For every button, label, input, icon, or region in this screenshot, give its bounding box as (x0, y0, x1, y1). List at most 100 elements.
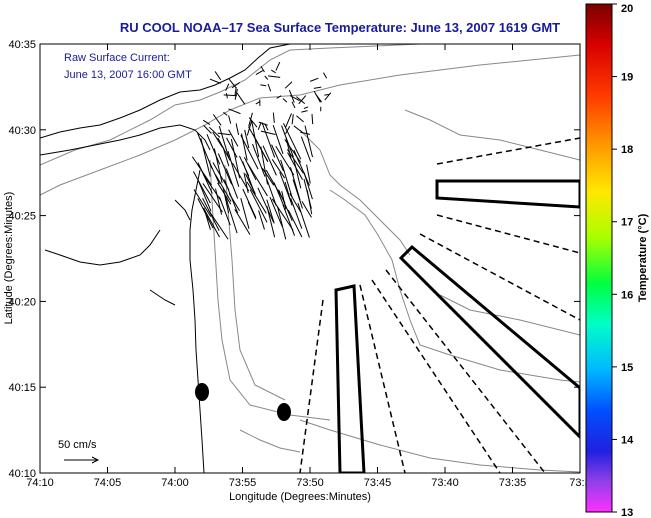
current-vector (234, 209, 251, 235)
current-vector (228, 78, 237, 89)
current-vector (281, 125, 294, 158)
inset-line1: Raw Surface Current: (64, 52, 170, 64)
current-vector (235, 123, 240, 136)
current-vector (297, 202, 310, 238)
plot-frame (39, 43, 581, 474)
station-marker (195, 383, 209, 401)
current-vector (247, 163, 268, 197)
current-vector (228, 129, 239, 147)
current-vector (301, 201, 312, 218)
current-vector (223, 111, 228, 116)
current-vector (240, 135, 259, 170)
current-vector (200, 138, 211, 177)
y-tick-label: 40:20 (8, 296, 36, 308)
current-vector (271, 198, 294, 231)
current-vector (291, 114, 294, 125)
current-vector (258, 210, 265, 230)
x-tick-label: 74:00 (161, 477, 189, 489)
current-vector (271, 144, 284, 172)
current-vector (282, 204, 296, 236)
station-marker (277, 403, 291, 421)
current-vector (303, 106, 309, 109)
current-vector (214, 71, 222, 81)
colorbar-ticks: 20 19 18 17 16 15 14 13 (612, 3, 634, 518)
current-vector (225, 83, 230, 91)
y-axis-label: Latitude (Degrees:Minutes) (3, 192, 15, 325)
current-vectors (191, 61, 332, 240)
current-vector (304, 125, 313, 158)
current-vector (252, 134, 269, 163)
current-vector (257, 122, 262, 131)
current-vector (231, 82, 241, 89)
current-vector (197, 180, 212, 212)
current-vector (298, 95, 307, 105)
current-vector (224, 195, 238, 234)
y-tick-label: 40:15 (8, 382, 36, 394)
current-vector (217, 132, 231, 136)
current-vector (306, 189, 313, 215)
current-vector (247, 201, 257, 220)
current-vector (193, 189, 212, 217)
current-vector (257, 187, 274, 223)
current-vector (222, 147, 230, 167)
current-vector (286, 149, 304, 174)
current-vector (284, 181, 293, 206)
plot-title: RU COOL NOAA–17 Sea Surface Temperature:… (119, 20, 561, 35)
current-vector (264, 75, 269, 80)
current-vector (225, 93, 228, 99)
current-vector (313, 86, 322, 89)
current-vector (324, 93, 330, 96)
current-vector (261, 167, 275, 186)
y-ticks: 40:35 40:30 40:25 40:20 40:15 40:10 (8, 39, 580, 480)
current-vector (311, 114, 314, 125)
current-vector (228, 108, 241, 115)
scale-arrow-icon (64, 456, 100, 464)
colorbar-label: Temperature (°C) (637, 213, 649, 302)
dashed-radials (299, 137, 580, 473)
current-vector (252, 143, 266, 177)
y-tick-label: 40:35 (8, 39, 36, 51)
current-vector (234, 87, 237, 96)
x-tick-label: 74:05 (94, 477, 122, 489)
current-vector (260, 84, 267, 87)
current-vector (261, 122, 276, 158)
current-vector (266, 179, 277, 206)
current-vector (260, 146, 269, 185)
current-vector (296, 96, 306, 105)
current-vector (284, 81, 293, 89)
current-vector (281, 190, 287, 210)
current-vector (277, 206, 287, 240)
colorbar-tick-label: 19 (621, 72, 633, 84)
current-vector (278, 189, 293, 221)
current-vector (324, 92, 332, 101)
current-vector (270, 69, 276, 74)
current-vector (276, 95, 282, 99)
current-vector (288, 89, 295, 103)
current-vector (208, 209, 229, 240)
current-vector (244, 129, 250, 149)
current-vector (292, 179, 303, 209)
current-vector (282, 98, 288, 103)
current-vector (269, 196, 283, 227)
current-vector (285, 113, 292, 128)
current-vector (203, 124, 212, 134)
current-vector (218, 125, 230, 158)
current-vector (236, 92, 246, 105)
y-tick-label: 40:25 (8, 211, 36, 223)
y-tick-label: 40:10 (8, 468, 36, 480)
colorbar-tick-label: 17 (621, 217, 633, 229)
current-vector (266, 206, 276, 238)
x-tick-label: 73:50 (296, 477, 324, 489)
colorbar-tick-label: 20 (621, 3, 633, 15)
current-vector (275, 61, 281, 71)
current-vector (267, 83, 272, 92)
current-vector (260, 130, 276, 135)
current-vector (266, 199, 275, 224)
current-vector (273, 182, 285, 208)
current-vector (293, 149, 310, 186)
colorbar (585, 3, 613, 513)
current-vector (315, 94, 322, 103)
colorbar-tick-label: 16 (621, 289, 633, 301)
x-tick-label: 73:40 (431, 477, 459, 489)
x-tick-label: 73:35 (499, 477, 527, 489)
